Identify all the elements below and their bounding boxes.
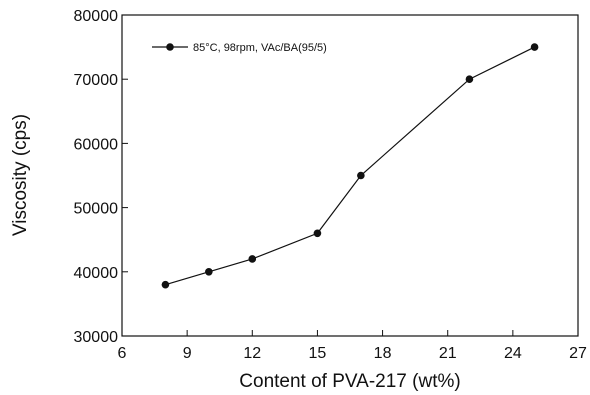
x-tick-label: 27 (569, 345, 587, 362)
y-tick-label: 40000 (74, 265, 119, 282)
x-tick-label: 21 (439, 345, 457, 362)
y-tick-label: 50000 (74, 201, 119, 218)
y-tick-label: 70000 (74, 72, 119, 89)
data-point (248, 255, 257, 263)
y-tick-label: 80000 (74, 8, 119, 25)
x-tick-label: 24 (504, 345, 522, 362)
x-tick-label: 18 (374, 345, 392, 362)
y-tick-label: 30000 (74, 329, 119, 346)
x-axis-ticks: 6 9 12 15 18 21 24 27 (118, 330, 587, 362)
data-point (357, 171, 365, 180)
legend: 85°C, 98rpm, VAc/BA(95/5) (152, 42, 327, 54)
series-layer (161, 43, 539, 289)
data-point (530, 43, 539, 51)
legend-label: 85°C, 98rpm, VAc/BA(95/5) (193, 42, 327, 54)
data-point (313, 229, 322, 238)
x-tick-label: 6 (118, 345, 127, 362)
y-axis-ticks: 30000 40000 50000 60000 70000 80000 (74, 8, 128, 346)
x-tick-label: 12 (243, 345, 261, 362)
y-tick-label: 60000 (74, 136, 119, 153)
data-point (205, 268, 213, 276)
data-point (465, 75, 474, 83)
series-line (165, 46, 535, 286)
x-axis-title: Content of PVA-217 (wt%) (239, 371, 460, 392)
x-tick-label: 9 (183, 345, 192, 362)
data-point (161, 280, 170, 289)
legend-marker (166, 43, 174, 51)
y-axis-title: Viscosity (cps) (10, 114, 31, 236)
x-tick-label: 15 (309, 345, 327, 362)
plot-frame (121, 14, 579, 337)
